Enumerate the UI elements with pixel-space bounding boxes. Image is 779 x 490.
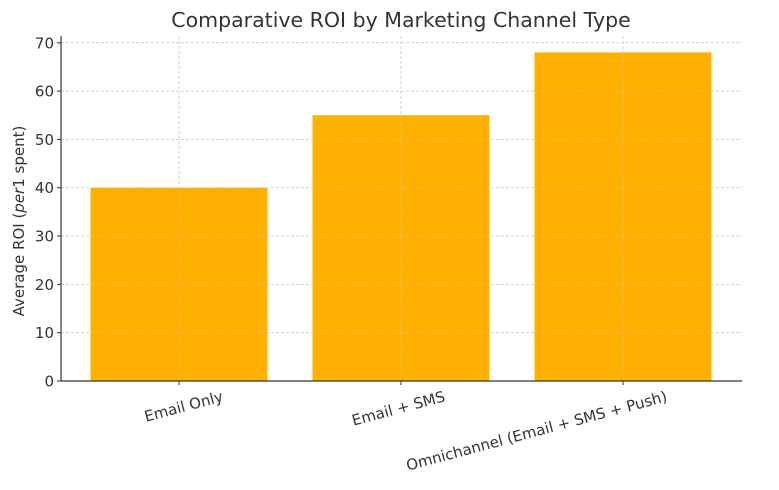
- y-axis-ticks: 0 10 20 30 40 50 60 70: [35, 34, 61, 391]
- y-tick-label: 40: [35, 179, 54, 197]
- y-tick-label: 0: [44, 373, 54, 391]
- y-tick-label: 30: [35, 228, 54, 246]
- y-tick-label: 60: [35, 83, 54, 101]
- y-tick-label: 10: [35, 324, 54, 342]
- y-tick-label: 50: [35, 131, 54, 149]
- y-tick-label: 20: [35, 276, 54, 294]
- chart-title: Comparative ROI by Marketing Channel Typ…: [171, 8, 630, 32]
- x-tick-label: Email + SMS: [350, 387, 447, 429]
- bars: [61, 36, 742, 382]
- y-tick-label: 70: [35, 34, 54, 52]
- y-axis-label: Average ROI (per1 spent): [10, 126, 28, 317]
- x-tick-label: Email Only: [142, 387, 225, 425]
